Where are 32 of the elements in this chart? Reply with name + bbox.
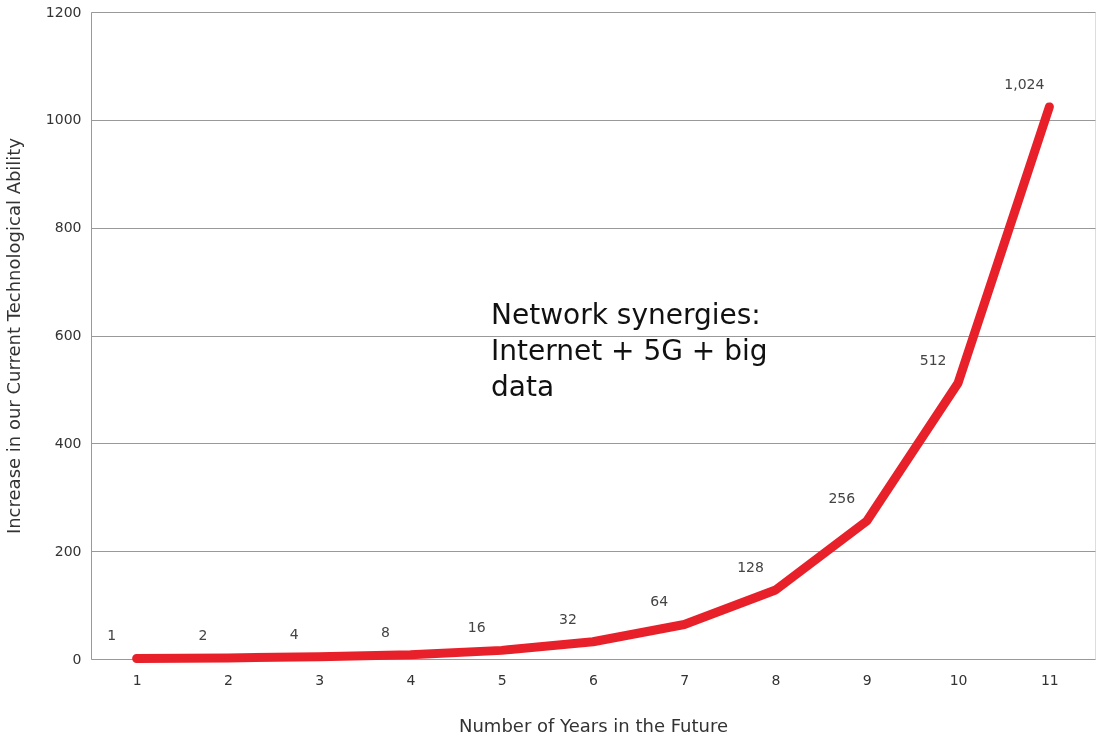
- x-tick-label: 7: [680, 671, 690, 688]
- data-label: 1: [107, 627, 117, 644]
- x-tick-label: 5: [497, 671, 507, 688]
- y-tick-label: 0: [72, 650, 82, 667]
- data-label: 8: [380, 623, 390, 640]
- data-label: 128: [737, 558, 764, 575]
- x-tick-label: 8: [771, 671, 781, 688]
- annotation: Network synergies: Internet + 5G + big data: [491, 298, 768, 403]
- y-tick-label: 1000: [45, 111, 82, 128]
- data-label: 64: [650, 593, 669, 610]
- data-label: 1,024: [1004, 75, 1045, 92]
- x-axis-title: Number of Years in the Future: [458, 714, 729, 736]
- data-label: 32: [559, 610, 577, 627]
- y-tick-label: 800: [54, 219, 82, 236]
- y-tick-label: 200: [54, 542, 82, 559]
- y-tick-label: 600: [54, 327, 82, 343]
- x-tick-label: 2: [223, 671, 233, 688]
- data-label: 16: [467, 619, 486, 636]
- x-tick-label: 11: [1040, 671, 1059, 688]
- data-label: 256: [828, 489, 856, 506]
- y-tick-label: 400: [54, 434, 82, 451]
- y-axis-title: Increase in our Current Technological Ability: [2, 137, 24, 535]
- x-tick-label: 1: [132, 671, 142, 688]
- x-tick-label: 4: [406, 671, 416, 688]
- y-tick-label: 1200: [45, 3, 82, 20]
- data-label: 4: [289, 625, 299, 642]
- x-tick-label: 6: [589, 671, 599, 688]
- data-label: 2: [198, 626, 208, 643]
- x-tick-label: 3: [315, 671, 325, 688]
- x-tick-label: 9: [862, 671, 872, 688]
- data-label: 512: [919, 351, 947, 368]
- x-tick-label: 10: [949, 671, 968, 688]
